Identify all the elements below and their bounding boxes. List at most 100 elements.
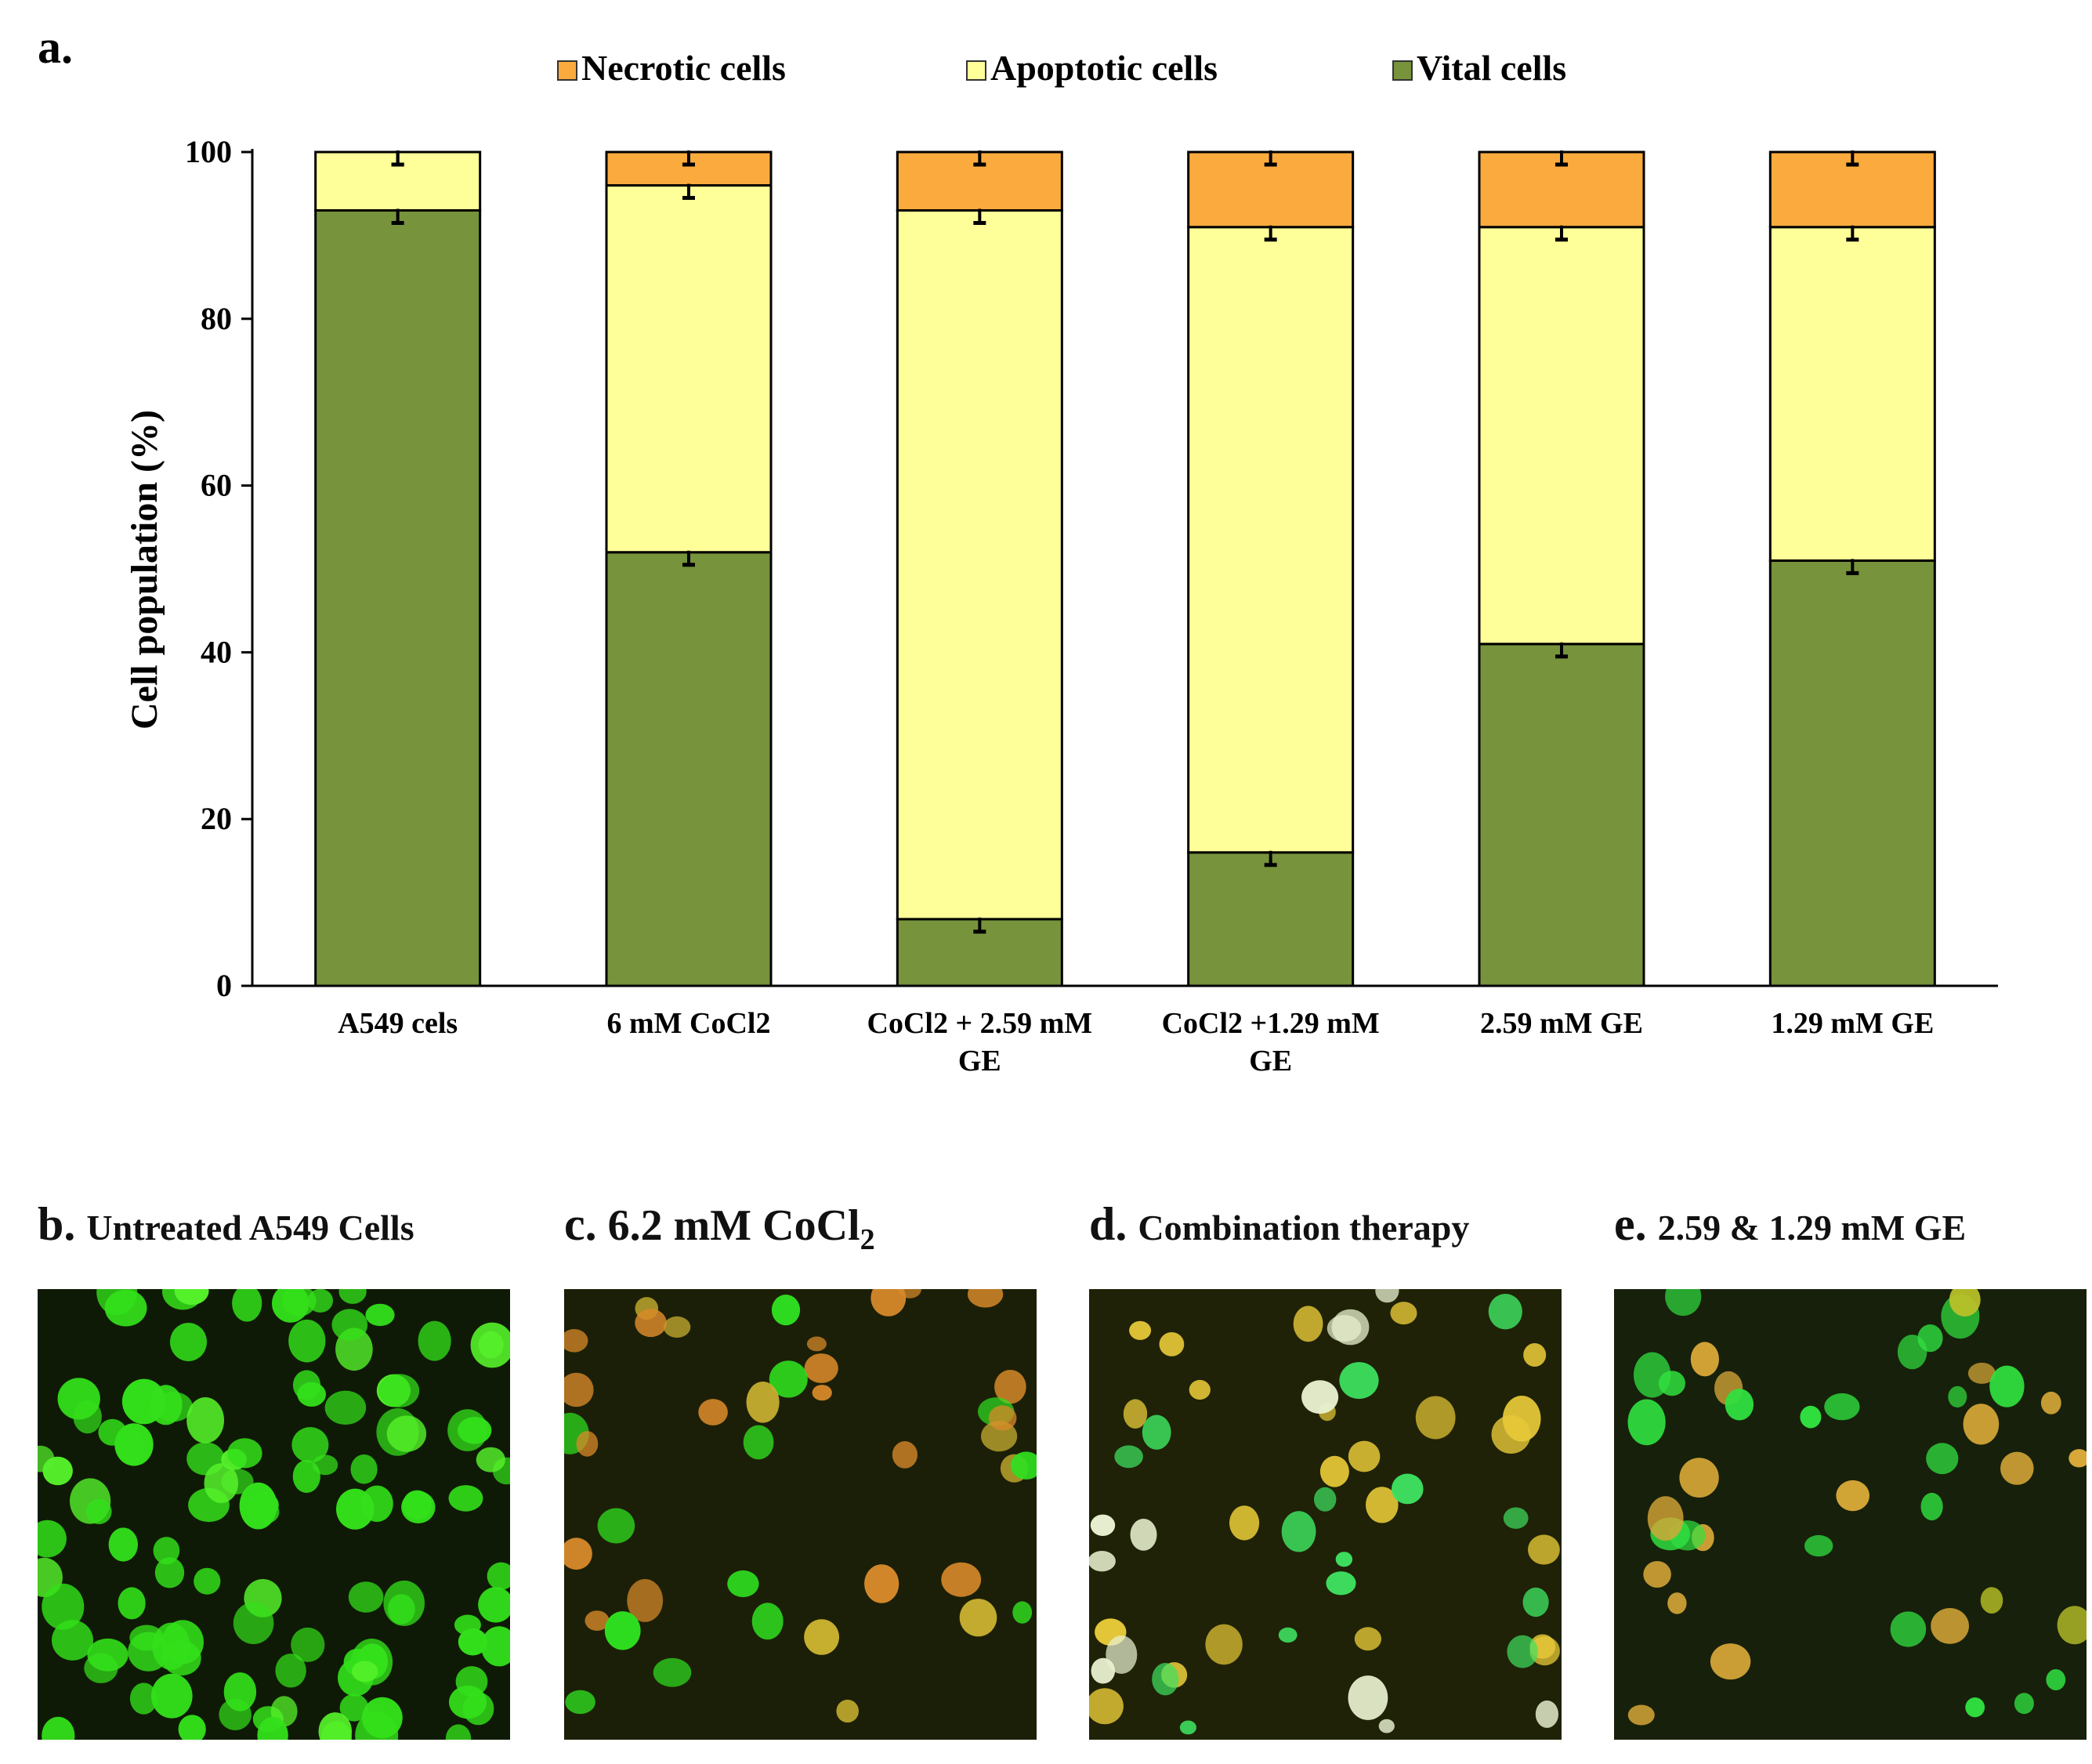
cell-nucleus (1710, 1643, 1751, 1680)
cell-nucleus (478, 1587, 510, 1623)
legend-entry: Necrotic cells (557, 48, 786, 88)
x-category-label: 2.59 mM GE (1480, 1007, 1643, 1040)
cell-nucleus (804, 1619, 839, 1655)
error-bar (682, 150, 695, 167)
cell-nucleus (576, 1431, 599, 1457)
cell-nucleus (42, 1583, 85, 1630)
micrograph-b-letter: b. (38, 1198, 76, 1250)
cell-nucleus (1106, 1635, 1138, 1674)
error-bar (1555, 225, 1568, 242)
x-category-label: A549 cels (338, 1007, 458, 1040)
cell-nucleus (1012, 1601, 1033, 1624)
cell-nucleus (386, 1415, 427, 1452)
error-bar (1264, 225, 1277, 242)
micrograph-e-letter: e. (1614, 1198, 1647, 1250)
cell-nucleus (418, 1320, 451, 1361)
cell-nucleus (1488, 1294, 1522, 1330)
cell-nucleus (2057, 1606, 2087, 1645)
cell-nucleus (1948, 1385, 1967, 1408)
cell-nucleus (967, 1289, 1004, 1308)
legend-swatch (1392, 60, 1413, 81)
bar-segment (896, 208, 1063, 921)
x-category-label: CoCl2 +1.29 mM GE (1162, 1007, 1380, 1078)
cell-nucleus (564, 1372, 594, 1407)
x-category-label-line: 2.59 mM GE (1480, 1007, 1643, 1040)
cell-nucleus (1627, 1399, 1666, 1446)
y-tick-label: 60 (201, 468, 232, 503)
cell-nucleus (769, 1360, 808, 1398)
micrograph-c-title: c. 6.2 mM CoCl2 (564, 1197, 875, 1257)
cell-nucleus (1503, 1507, 1529, 1529)
cell-nucleus (746, 1382, 780, 1423)
cell-nucleus (153, 1537, 180, 1565)
cell-nucleus (118, 1587, 146, 1620)
cell-nucleus (1378, 1719, 1395, 1733)
cell-nucleus (698, 1399, 728, 1425)
legend-label: Necrotic cells (581, 48, 786, 88)
cell-nucleus (2046, 1669, 2066, 1690)
error-bar (682, 550, 695, 567)
error-bar (1555, 642, 1568, 659)
cell-nucleus (1179, 1720, 1196, 1735)
micrograph-e-text: 2.59 & 1.29 mM GE (1657, 1208, 1967, 1248)
error-bar (1264, 850, 1277, 868)
cell-nucleus (1920, 1492, 1943, 1521)
cell-nucleus (941, 1562, 982, 1597)
micrograph-d-title: d. Combination therapy (1089, 1197, 1469, 1251)
cell-nucleus (1327, 1315, 1362, 1342)
bar-segment (605, 184, 773, 554)
cell-nucleus (604, 1611, 641, 1650)
cell-nucleus (2040, 1391, 2061, 1414)
cell-nucleus (1949, 1289, 1981, 1317)
y-axis-label: Cell population (%) (124, 410, 165, 730)
micrograph-background (564, 1289, 1037, 1740)
cell-nucleus (292, 1460, 320, 1493)
cell-nucleus (2068, 1449, 2087, 1468)
micrograph-b-text: Untreated A549 Cells (86, 1208, 414, 1248)
bar-segment (1478, 226, 1645, 646)
cell-nucleus (1725, 1389, 1754, 1421)
cell-nucleus (1278, 1627, 1298, 1643)
cell-nucleus (331, 1309, 368, 1341)
bar-segment (1478, 643, 1645, 987)
cell-nucleus (1643, 1561, 1671, 1588)
cell-nucleus (178, 1715, 206, 1740)
micrograph-c-subscript: 2 (860, 1223, 875, 1257)
cell-nucleus (1010, 1451, 1037, 1480)
cell-nucleus (85, 1498, 112, 1524)
cell-nucleus (378, 1374, 420, 1408)
cell-nucleus (1804, 1534, 1833, 1557)
cell-nucleus (338, 1289, 367, 1304)
cell-nucleus (1989, 1365, 2025, 1407)
cell-nucleus (2014, 1693, 2034, 1715)
cell-nucleus (1129, 1320, 1152, 1340)
cell-nucleus (1965, 1697, 1985, 1718)
cell-nucleus (476, 1447, 505, 1472)
x-category-label-line: 1.29 mM GE (1771, 1007, 1934, 1040)
cell-nucleus (564, 1329, 588, 1353)
cell-nucleus (1824, 1393, 1860, 1421)
cell-nucleus (445, 1724, 472, 1740)
legend-swatch (557, 60, 577, 81)
cell-nucleus (365, 1303, 395, 1327)
cell-nucleus (804, 1353, 838, 1383)
cell-nucleus (1335, 1552, 1353, 1567)
cell-nucleus (1314, 1487, 1337, 1512)
chart-category-labels: A549 cels 6 mM CoCl2 CoCl2 + 2.59 mM GECoCl… (338, 1007, 1934, 1078)
cell-nucleus (42, 1716, 75, 1740)
cell-nucleus (1667, 1592, 1687, 1614)
error-bar (1264, 150, 1277, 167)
cell-nucleus (585, 1610, 610, 1631)
cell-nucleus (352, 1661, 378, 1683)
cell-nucleus (108, 1527, 138, 1562)
cell-nucleus (275, 1654, 306, 1688)
micrograph-e-image (1614, 1289, 2087, 1740)
y-tick-label: 20 (201, 801, 232, 836)
cell-nucleus (186, 1397, 224, 1443)
cell-nucleus (1522, 1587, 1549, 1617)
cell-nucleus (870, 1289, 907, 1317)
cell-nucleus (1665, 1289, 1702, 1317)
cell-nucleus (73, 1400, 102, 1434)
cell-nucleus (288, 1319, 326, 1363)
cell-nucleus (401, 1491, 436, 1523)
